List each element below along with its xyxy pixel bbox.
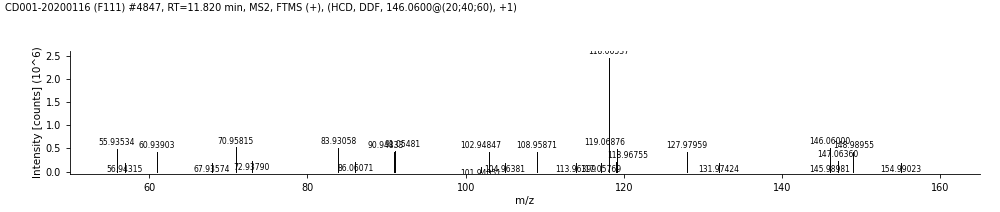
- Text: 67.93574: 67.93574: [194, 165, 230, 174]
- Text: 148.98955: 148.98955: [833, 141, 874, 150]
- Text: 86.06071: 86.06071: [337, 164, 373, 173]
- Text: 118.96755: 118.96755: [607, 151, 648, 160]
- Text: 131.97424: 131.97424: [698, 165, 739, 174]
- Text: 56.94315: 56.94315: [107, 165, 143, 174]
- Text: 118.06537: 118.06537: [588, 47, 629, 56]
- Text: 117.05769: 117.05769: [580, 165, 621, 174]
- Text: 83.93058: 83.93058: [320, 137, 357, 146]
- Text: 102.94847: 102.94847: [461, 141, 502, 150]
- X-axis label: m/z: m/z: [515, 196, 535, 206]
- Text: 145.98981: 145.98981: [809, 165, 850, 174]
- Text: 101.94051: 101.94051: [461, 169, 502, 178]
- Text: 60.93903: 60.93903: [138, 141, 175, 150]
- Text: 127.97959: 127.97959: [666, 141, 708, 150]
- Text: 70.95815: 70.95815: [218, 137, 254, 145]
- Text: 119.06876: 119.06876: [584, 138, 625, 147]
- Text: 146.06000: 146.06000: [810, 137, 851, 146]
- Text: 154.99023: 154.99023: [880, 165, 921, 174]
- Text: 113.96399: 113.96399: [556, 165, 597, 174]
- Text: CD001-20200116 (F111) #4847, RT=11.820 min, MS2, FTMS (+), (HCD, DDF, 146.0600@(: CD001-20200116 (F111) #4847, RT=11.820 m…: [5, 2, 517, 12]
- Text: 91.05481: 91.05481: [385, 140, 421, 149]
- Text: 72.93790: 72.93790: [233, 163, 270, 172]
- Text: 147.06360: 147.06360: [817, 151, 859, 159]
- Text: 55.93534: 55.93534: [99, 138, 135, 147]
- Text: 104.96381: 104.96381: [484, 165, 525, 174]
- Text: 108.95871: 108.95871: [516, 141, 557, 150]
- Text: 90.94833: 90.94833: [368, 141, 404, 150]
- Y-axis label: Intensity [counts] (10^6): Intensity [counts] (10^6): [33, 46, 43, 178]
